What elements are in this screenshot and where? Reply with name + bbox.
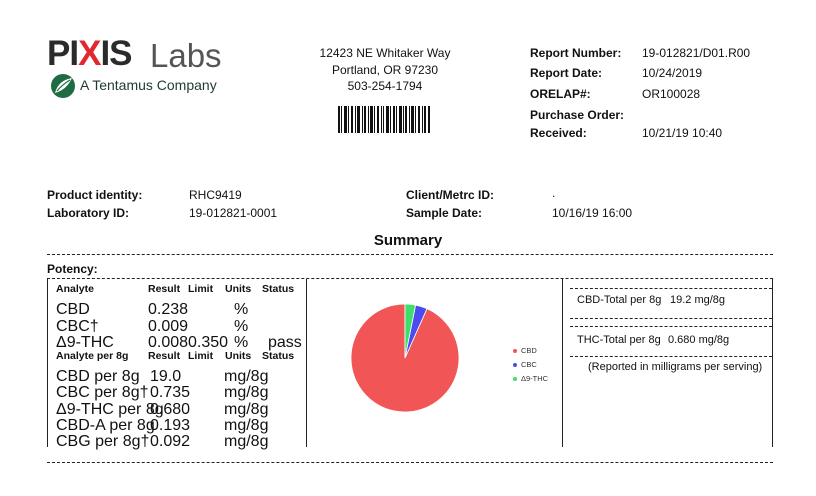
barcode-image bbox=[338, 106, 430, 133]
table-header-result: Result bbox=[148, 283, 181, 295]
table-cell-result: 0.009 bbox=[148, 318, 189, 335]
table-cell-units: mg/8g bbox=[224, 368, 269, 385]
table-header-units: Units bbox=[225, 283, 252, 295]
legend-item-thc: Δ9-THC bbox=[513, 374, 548, 383]
table-cell-result: 0.008 bbox=[148, 334, 189, 351]
cbd-total-value: 19.2 mg/8g bbox=[670, 294, 726, 306]
potency-pie-chart bbox=[350, 303, 460, 413]
totals-divider-4 bbox=[570, 356, 772, 357]
table-header-status: Status bbox=[262, 283, 295, 295]
laboratory-id-label: Laboratory ID: bbox=[47, 206, 130, 220]
table-cell-result: 0.092 bbox=[150, 433, 191, 450]
potency-bottom-divider bbox=[47, 462, 773, 463]
table-cell-units: mg/8g bbox=[224, 401, 269, 418]
purchase-order-label: Purchase Order: bbox=[530, 108, 625, 122]
table-header-analyte: Analyte per 8g bbox=[56, 350, 129, 362]
totals-divider-1 bbox=[570, 288, 772, 289]
legend-item-cbd: CBD bbox=[513, 346, 537, 355]
address-phone: 503-254-1794 bbox=[347, 79, 423, 93]
logo-labs: Labs bbox=[150, 37, 222, 74]
product-identity-label: Product identity: bbox=[47, 188, 143, 202]
table-cell-units: % bbox=[234, 318, 249, 335]
received-value: 10/21/19 10:40 bbox=[642, 126, 723, 140]
legend-item-cbc: CBC bbox=[513, 360, 537, 369]
table-header-limit: Limit bbox=[188, 350, 214, 362]
box-right-border bbox=[772, 279, 773, 447]
sample-date-label: Sample Date: bbox=[406, 206, 483, 220]
client-id-label: Client/Metrc ID: bbox=[406, 188, 495, 202]
sample-date-value: 10/16/19 16:00 bbox=[552, 206, 633, 220]
potency-heading: Potency: bbox=[47, 262, 98, 276]
report-number-value: 19-012821/D01.R00 bbox=[642, 46, 751, 60]
table-cell-result: 0.238 bbox=[148, 301, 189, 318]
potency-top-divider bbox=[47, 278, 773, 279]
cbd-total-label: CBD-Total per 8g bbox=[577, 294, 662, 306]
table-cell-analyte: CBC per 8g† bbox=[56, 384, 149, 401]
table-header-status: Status bbox=[262, 350, 295, 362]
address-line-1: 12423 NE Whitaker Way bbox=[319, 46, 451, 60]
box-divider-1 bbox=[306, 279, 307, 447]
table-cell-units: % bbox=[234, 334, 249, 351]
product-identity-value: RHC9419 bbox=[189, 188, 242, 202]
totals-note: (Reported in milligrams per serving) bbox=[588, 361, 763, 373]
orelap-value: OR100028 bbox=[642, 87, 701, 101]
summary-title: Summary bbox=[373, 232, 443, 249]
table-header-analyte: Analyte bbox=[56, 283, 94, 295]
address-line-2: Portland, OR 97230 bbox=[331, 63, 439, 77]
report-number-label: Report Number: bbox=[530, 46, 622, 60]
report-date-label: Report Date: bbox=[530, 66, 603, 80]
table-header-limit: Limit bbox=[188, 283, 214, 295]
orelap-label: ORELAP#: bbox=[530, 87, 591, 101]
box-left-border bbox=[47, 279, 48, 447]
legend-swatch-thc bbox=[513, 377, 517, 382]
table-cell-units: % bbox=[234, 301, 249, 318]
thc-total-label: THC-Total per 8g bbox=[577, 334, 661, 346]
table-cell-status: pass bbox=[268, 334, 302, 351]
logo-tagline: A Tentamus Company bbox=[80, 77, 217, 93]
pie-slice-thc bbox=[404, 303, 417, 359]
table-cell-analyte: CBD per 8g bbox=[56, 368, 140, 385]
laboratory-id-value: 19-012821-0001 bbox=[189, 206, 278, 220]
box-divider-2 bbox=[562, 279, 563, 447]
totals-divider-3 bbox=[570, 326, 772, 327]
received-label: Received: bbox=[530, 126, 587, 140]
table-header-result: Result bbox=[148, 350, 181, 362]
table-cell-analyte: CBC† bbox=[56, 318, 99, 335]
table-cell-limit: 0.350 bbox=[188, 334, 229, 351]
legend-swatch-cbc bbox=[513, 363, 517, 368]
thc-total-value: 0.680 mg/8g bbox=[668, 334, 730, 346]
leaf-logo-icon bbox=[51, 74, 75, 98]
table-header-units: Units bbox=[225, 350, 252, 362]
table-cell-result: 0.680 bbox=[150, 401, 191, 418]
table-cell-analyte: Δ9-THC bbox=[56, 334, 114, 351]
summary-divider bbox=[47, 254, 773, 255]
table-cell-result: 0.735 bbox=[150, 384, 191, 401]
table-cell-analyte: CBG per 8g† bbox=[56, 433, 150, 450]
table-cell-result: 0.193 bbox=[150, 417, 191, 434]
logo-pixis: PIXIS bbox=[47, 34, 133, 73]
table-cell-units: mg/8g bbox=[224, 417, 269, 434]
table-cell-analyte: CBD-A per 8g bbox=[56, 417, 155, 434]
legend-swatch-cbd bbox=[513, 349, 517, 354]
table-cell-analyte: Δ9-THC per 8g bbox=[56, 401, 164, 418]
client-id-value: . bbox=[552, 186, 556, 200]
table-cell-analyte: CBD bbox=[56, 301, 90, 318]
table-cell-units: mg/8g bbox=[224, 384, 269, 401]
report-date-value: 10/24/2019 bbox=[642, 66, 703, 80]
totals-divider-2 bbox=[570, 318, 772, 319]
table-cell-result: 19.0 bbox=[150, 368, 182, 385]
table-cell-units: mg/8g bbox=[224, 433, 269, 450]
